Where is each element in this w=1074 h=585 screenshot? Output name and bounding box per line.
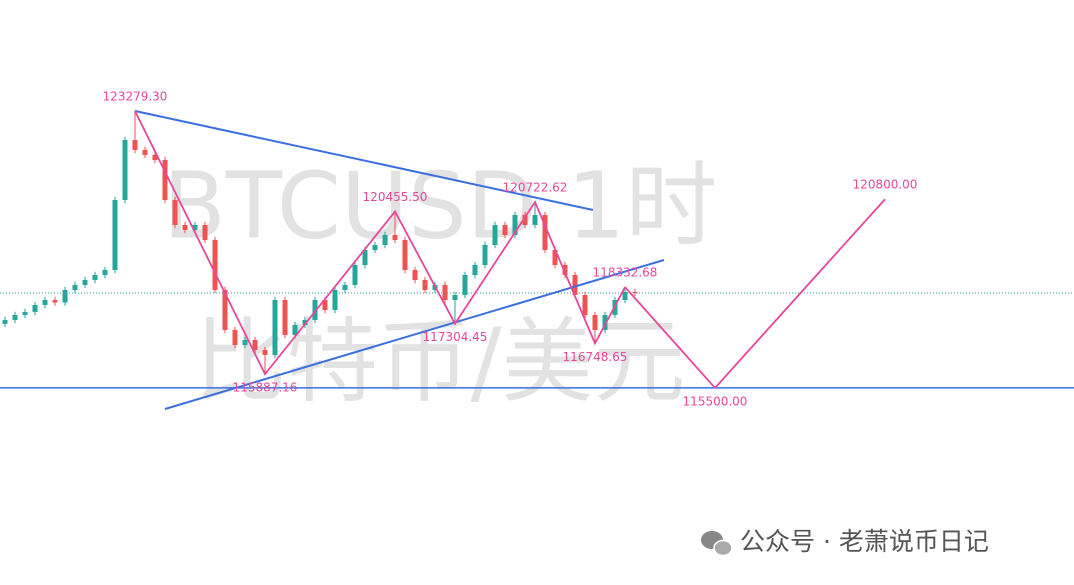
zigzag-line [134,110,626,376]
price-label: 120722.62 [503,181,568,195]
candle-body [362,249,368,265]
candle-body [592,314,598,330]
candle-body [122,139,128,200]
candle-body [522,214,528,225]
candle-body [442,284,448,300]
candle-body [622,291,628,300]
price-label: 117304.45 [423,330,488,344]
candle-body [12,314,18,320]
candle-body [562,264,568,276]
candle-body [72,284,78,290]
candle-body [632,291,638,293]
candle-body [472,264,478,276]
candle-body [502,224,508,235]
candle-body [332,289,338,310]
candle-body [512,214,518,235]
price-label: 123279.30 [103,89,168,103]
candle-body [182,224,188,230]
candle-body [602,314,608,330]
candle-body [262,349,268,355]
candle-body [202,224,208,240]
candle-body [412,269,418,280]
price-label: 115887.16 [233,381,298,395]
candle-body [552,249,558,265]
candle-body [212,239,218,290]
candle-body [192,224,198,230]
candle-body [292,324,298,335]
candle-body [152,154,158,160]
candle-body [482,244,488,265]
candle-body [52,299,58,303]
candle-body [22,311,28,315]
candle-body [272,299,278,355]
candle-body [372,244,378,250]
candle-body [62,289,68,303]
price-label: 116748.65 [563,350,628,364]
candle-body [422,279,428,290]
candle-body [352,264,358,285]
candle-body [532,214,538,225]
candle-body [582,294,588,315]
price-label: 115500.00 [683,394,748,408]
candle-body [82,279,88,285]
footer-text: 公众号 · 老萧说币日记 [740,527,989,556]
candle-body [312,299,318,320]
watermark: BTCUSD 1时 比特币/美元 [163,152,718,415]
candle-body [392,234,398,240]
candle-body [492,224,498,245]
candle-body [232,329,238,345]
candle-body [322,299,328,310]
candle-body [342,284,348,290]
candle-body [132,139,138,150]
candle-body [242,339,248,345]
candle-body [2,319,8,324]
candle-body [32,304,38,312]
price-label: 120455.50 [363,190,428,204]
trendline [164,259,665,410]
price-label: 120800.00 [853,178,918,192]
trendline [134,110,594,211]
watermark-symbol: BTCUSD 1时 [163,152,718,259]
wechat-icon [713,539,733,557]
projection-line [714,198,886,389]
candle-body [402,239,408,270]
footer: 公众号 · 老萧说币日记 [701,527,989,557]
candle-body [162,159,168,200]
candle-body [252,339,258,350]
price-label: 118332.68 [593,266,658,280]
candle-body [302,319,308,325]
candle-body [452,294,458,300]
candle-body [112,199,118,270]
candle-body [542,214,548,250]
candle-body [102,269,108,276]
candle-body [382,234,388,245]
candle-body [222,289,228,330]
candle-body [92,275,98,280]
candle-body [142,149,148,155]
projection-connector [624,286,716,389]
candle-body [462,275,468,295]
candle-body [42,299,48,305]
candle-body [282,299,288,335]
candle-body [572,275,578,295]
candle-body [172,199,178,225]
